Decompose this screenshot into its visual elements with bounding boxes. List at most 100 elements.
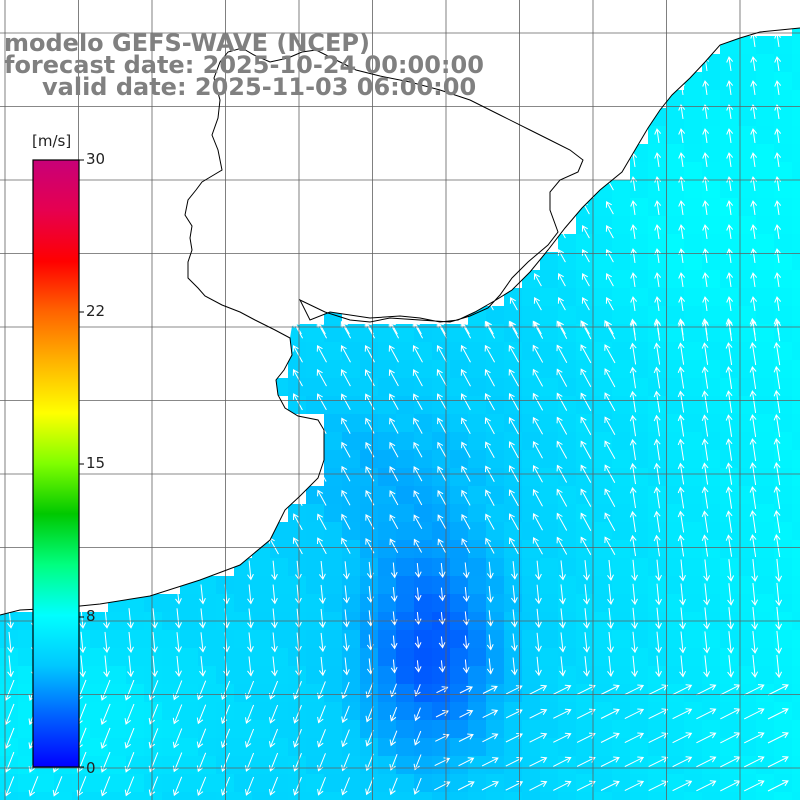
field-cell	[414, 594, 432, 612]
field-cell	[630, 360, 648, 378]
field-cell	[432, 468, 450, 486]
field-cell	[360, 576, 378, 594]
wind-arrow	[751, 655, 759, 678]
field-cell	[792, 198, 800, 216]
wind-arrow	[414, 684, 421, 697]
field-cell	[414, 378, 432, 396]
field-cell	[468, 486, 486, 504]
wind-arrow	[414, 660, 422, 673]
field-cell	[522, 378, 540, 396]
field-cell	[90, 666, 108, 684]
field-cell	[126, 720, 144, 738]
field-cell	[666, 252, 684, 270]
wind-arrow	[725, 390, 733, 413]
field-cell	[666, 432, 684, 450]
field-cell	[252, 720, 270, 738]
wind-arrow	[677, 366, 685, 389]
wind-arrow	[341, 417, 351, 434]
field-cell	[594, 432, 612, 450]
field-cell	[576, 558, 594, 576]
wind-arrow	[559, 656, 566, 677]
field-cell	[468, 774, 486, 792]
field-cell	[594, 306, 612, 324]
wind-arrow	[390, 562, 398, 579]
field-cell	[738, 648, 756, 666]
wind-arrow	[413, 393, 423, 411]
wind-arrow	[604, 440, 616, 460]
wind-arrow	[696, 708, 717, 720]
wind-arrow	[389, 707, 398, 722]
field-cell	[612, 576, 630, 594]
field-cell	[270, 738, 288, 756]
wind-arrow	[743, 732, 765, 744]
field-cell	[612, 558, 630, 576]
field-cell	[774, 756, 792, 774]
wind-arrow	[767, 756, 789, 768]
field-cell	[306, 648, 324, 666]
wind-arrow	[725, 366, 733, 389]
wind-arrow	[461, 441, 471, 458]
field-cell	[576, 396, 594, 414]
wind-arrow	[389, 730, 398, 747]
wind-arrow	[28, 776, 39, 797]
field-cell	[612, 666, 630, 684]
field-cell	[630, 684, 648, 702]
wind-arrow	[556, 536, 568, 555]
wind-arrow	[485, 321, 494, 335]
field-cell	[432, 342, 450, 360]
field-cell	[612, 306, 630, 324]
field-cell	[738, 360, 756, 378]
field-cell	[666, 162, 684, 180]
field-cell	[450, 648, 468, 666]
field-cell	[612, 234, 630, 252]
wind-arrow	[774, 224, 782, 239]
field-cell	[432, 540, 450, 558]
field-cell	[342, 702, 360, 720]
field-cell	[360, 792, 378, 800]
wind-arrow	[318, 656, 326, 677]
field-cell	[792, 774, 800, 792]
field-cell	[324, 630, 342, 648]
land-mask	[0, 0, 800, 615]
field-cell	[738, 270, 756, 288]
field-cell	[576, 450, 594, 468]
wind-arrow	[678, 320, 686, 335]
field-cell	[360, 540, 378, 558]
field-cell	[540, 306, 558, 324]
field-cell	[540, 792, 558, 800]
field-cell	[540, 450, 558, 468]
field-cell	[720, 738, 738, 756]
field-cell	[324, 486, 342, 504]
field-cell	[684, 126, 702, 144]
field-cell	[540, 540, 558, 558]
field-cell	[792, 108, 800, 126]
field-cell	[792, 666, 800, 684]
wind-arrow	[703, 631, 711, 654]
field-cell	[594, 486, 612, 504]
field-cell	[702, 396, 720, 414]
field-cell	[432, 594, 450, 612]
field-cell	[612, 630, 630, 648]
field-cell	[540, 324, 558, 342]
wind-arrow	[388, 344, 399, 363]
field-cell	[414, 522, 432, 540]
field-cell	[558, 756, 576, 774]
wind-arrow	[556, 368, 568, 387]
wind-arrow	[631, 559, 638, 582]
field-cell	[180, 774, 198, 792]
field-cell	[666, 108, 684, 126]
wind-arrow	[607, 631, 614, 653]
field-cell	[252, 576, 270, 594]
field-cell	[684, 324, 702, 342]
wind-arrow	[245, 704, 255, 725]
field-cell	[252, 666, 270, 684]
wind-arrow	[604, 488, 616, 508]
wind-arrow	[678, 224, 686, 239]
field-cell	[756, 306, 774, 324]
field-cell	[774, 360, 792, 378]
field-cell	[18, 738, 36, 756]
field-cell	[774, 792, 792, 800]
field-cell	[0, 720, 18, 738]
field-cell	[216, 792, 234, 800]
field-cell	[648, 684, 666, 702]
